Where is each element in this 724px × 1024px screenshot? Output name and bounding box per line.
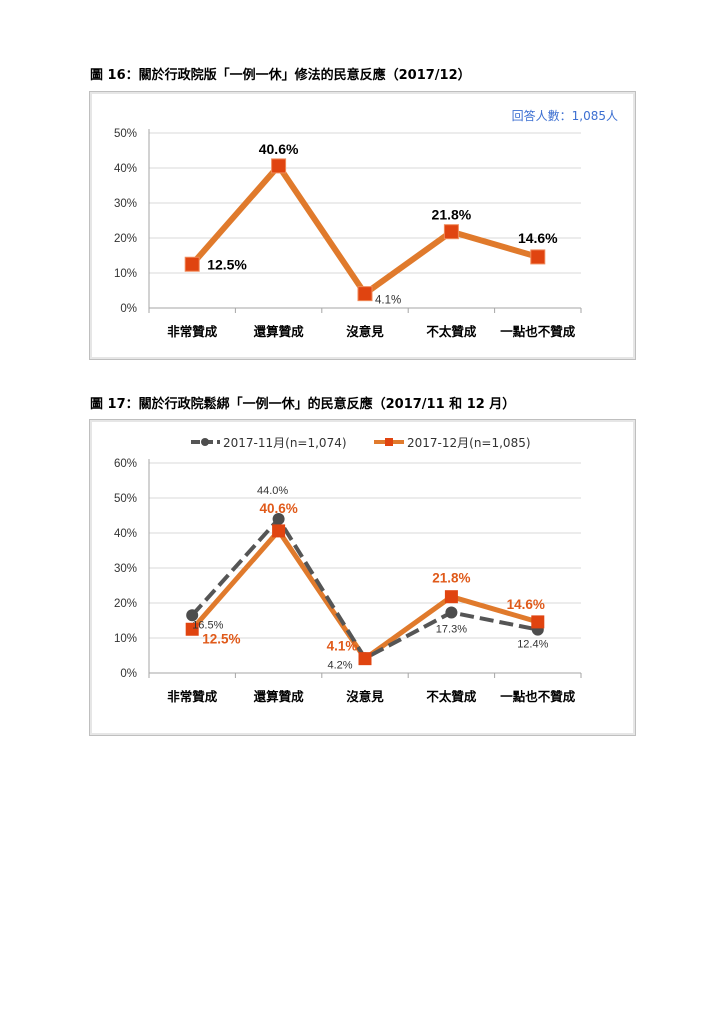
x-category-label: 一點也不贊成 xyxy=(500,324,576,339)
legend-label-nov: 2017-11月(n=1,074) xyxy=(223,436,347,450)
figure-16-chart: 0% 10% 20% 30% 40% 50% 非常贊成 還算贊成 沒意見 不太贊成 一點也不贊成 回答… xyxy=(89,91,636,360)
data-point-dec xyxy=(272,524,286,538)
legend-label-dec: 2017-12月(n=1,085) xyxy=(407,436,531,450)
figure-17-plot: 0% 10% 20% 30% 40% 50% 60% 非常贊成 還算贊成 沒意見 不太贊成 一點也不贊… xyxy=(114,436,582,704)
y-tick-label: 20% xyxy=(114,233,137,245)
y-tick-label: 20% xyxy=(114,598,137,610)
data-label: 21.8% xyxy=(432,207,472,223)
legend-marker-dec xyxy=(385,438,393,446)
series-line xyxy=(189,162,539,297)
data-label-dec: 21.8% xyxy=(432,571,470,586)
figure-16-caption: 圖 16：關於行政院版「一例一休」修法的民意反應（2017/12） xyxy=(90,68,471,83)
data-label: 4.1% xyxy=(375,295,401,307)
data-point-dec xyxy=(444,590,458,604)
series-line-nov xyxy=(190,517,539,661)
y-tick-label: 50% xyxy=(114,493,137,505)
data-label-nov: 4.2% xyxy=(327,659,352,671)
data-label: 14.6% xyxy=(518,230,558,246)
data-point-dec xyxy=(358,652,372,666)
data-point-nov xyxy=(272,513,285,525)
y-tick-label: 10% xyxy=(114,268,137,280)
x-category-label: 非常贊成 xyxy=(167,324,218,339)
data-label: 40.6% xyxy=(259,141,299,157)
data-point xyxy=(184,256,200,272)
data-point-nov xyxy=(186,609,199,622)
x-category-label: 不太贊成 xyxy=(426,324,477,339)
x-category-label: 沒意見 xyxy=(346,324,384,339)
y-tick-label: 30% xyxy=(114,198,137,210)
data-point xyxy=(443,224,459,240)
data-label-nov: 12.4% xyxy=(517,639,548,651)
data-label-nov: 16.5% xyxy=(192,619,223,631)
y-tick-label: 40% xyxy=(114,528,137,540)
data-point-dec xyxy=(185,622,199,636)
x-category-label: 還算贊成 xyxy=(254,689,305,704)
series-line-dec xyxy=(190,528,539,662)
x-category-label: 還算贊成 xyxy=(254,324,305,339)
y-tick-label: 0% xyxy=(120,668,137,680)
y-tick-label: 60% xyxy=(114,458,137,470)
data-label-nov: 17.3% xyxy=(436,623,467,635)
y-tick-label: 30% xyxy=(114,563,137,575)
x-category-label: 非常贊成 xyxy=(167,689,218,704)
data-label-dec: 40.6% xyxy=(259,501,297,516)
data-label-dec: 14.6% xyxy=(507,597,545,612)
data-label-dec: 12.5% xyxy=(202,631,240,646)
figure-17-chart: 0% 10% 20% 30% 40% 50% 60% 非常贊成 還算贊成 沒意見 不太贊成 一點也不贊… xyxy=(89,419,636,736)
x-category-label: 沒意見 xyxy=(346,689,384,704)
data-label-dec: 4.1% xyxy=(327,639,358,654)
data-label-nov: 44.0% xyxy=(257,485,288,497)
x-category-label: 一點也不贊成 xyxy=(500,689,576,704)
data-point xyxy=(271,158,287,174)
data-label: 12.5% xyxy=(207,256,247,272)
respondent-count-note: 回答人數：1,085人 xyxy=(512,108,618,123)
figure-16-plot: 0% 10% 20% 30% 40% 50% 非常贊成 還算贊成 沒意見 不太贊成 一點也不贊成 回答… xyxy=(114,108,618,339)
y-tick-label: 10% xyxy=(114,633,137,645)
y-tick-label: 50% xyxy=(114,128,137,140)
y-tick-label: 40% xyxy=(114,163,137,175)
y-tick-label: 0% xyxy=(120,303,137,315)
data-point-dec xyxy=(531,615,545,629)
legend-marker-nov xyxy=(201,438,209,446)
data-point-nov xyxy=(445,606,458,619)
data-point xyxy=(530,249,546,265)
figure-17-caption: 圖 17：關於行政院鬆綁「一例一休」的民意反應（2017/11 和 12 月） xyxy=(90,397,516,412)
data-point xyxy=(357,286,373,302)
x-category-label: 不太贊成 xyxy=(426,689,477,704)
